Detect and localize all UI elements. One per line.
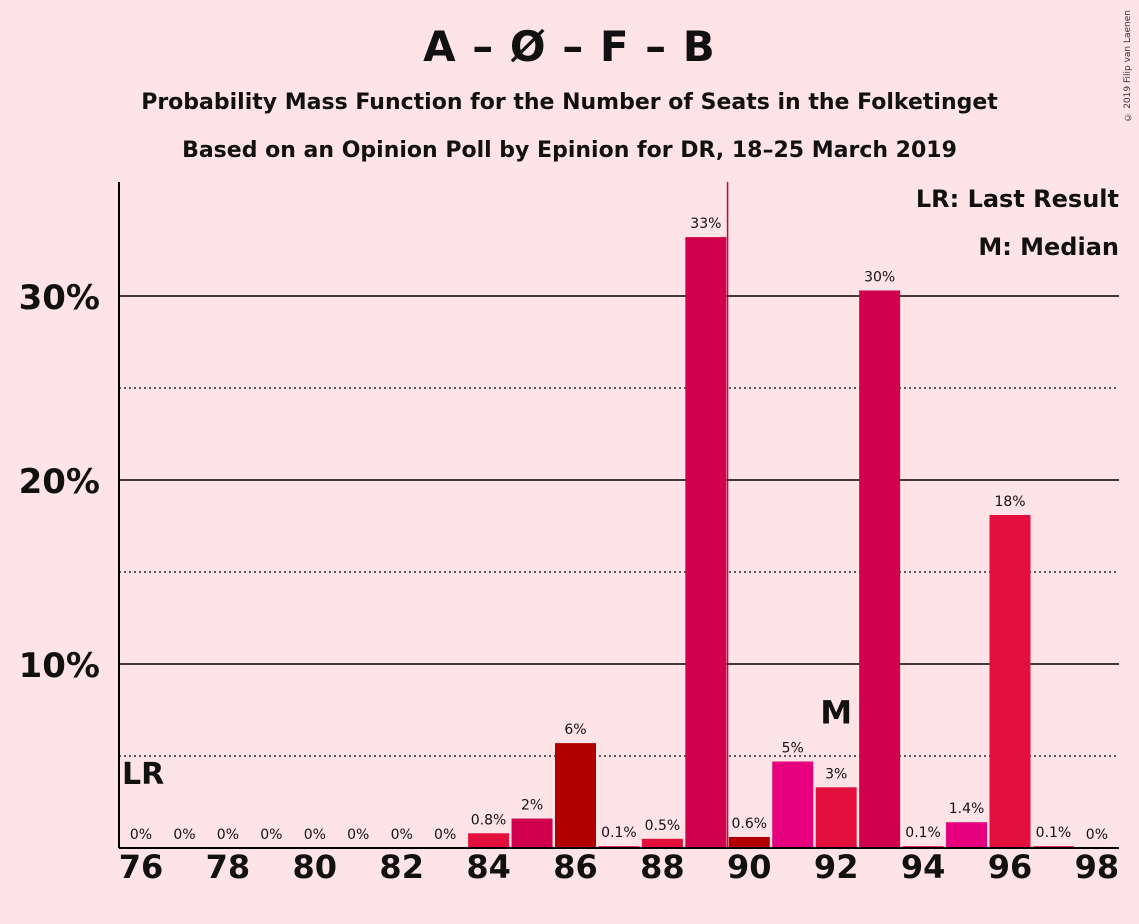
chart-subtitle-1: Probability Mass Function for the Number… (141, 90, 998, 115)
data-label: 2% (521, 798, 543, 814)
legend-last-result: LR: Last Result (915, 185, 1119, 213)
median-marker: M (820, 693, 852, 731)
legend-median: M: Median (978, 233, 1119, 261)
y-tick-label: 10% (19, 646, 100, 686)
data-label: 0% (173, 827, 195, 843)
bar-seat-89 (685, 237, 727, 848)
data-label: 0.8% (471, 812, 507, 828)
bar-seat-84 (468, 833, 510, 848)
bar-seat-96 (989, 514, 1031, 848)
bar-seat-90 (728, 836, 770, 848)
y-tick-label: 20% (19, 462, 100, 502)
data-label: 0.1% (905, 825, 941, 841)
x-tick-label: 82 (379, 848, 424, 886)
data-label: 0% (347, 827, 369, 843)
data-label: 33% (690, 216, 721, 232)
data-label: 3% (825, 766, 847, 782)
bar-seat-93 (859, 290, 901, 849)
x-tick-label: 84 (466, 848, 511, 886)
bar-seat-85 (511, 818, 553, 848)
data-label: 0% (260, 827, 282, 843)
last-result-marker: LR (122, 757, 164, 792)
x-tick-label: 86 (553, 848, 598, 886)
data-label: 0% (1086, 827, 1108, 843)
data-label: 0.1% (1036, 825, 1072, 841)
x-tick-label: 88 (640, 848, 685, 886)
data-label: 0% (130, 827, 152, 843)
bar-seat-91 (772, 761, 814, 848)
x-tick-label: 98 (1075, 848, 1120, 886)
y-tick-label: 30% (19, 278, 100, 318)
data-label: 0% (391, 827, 413, 843)
data-label: 0% (304, 827, 326, 843)
data-label: 1.4% (949, 801, 985, 817)
data-label: 5% (782, 741, 804, 757)
x-tick-label: 92 (814, 848, 859, 886)
data-label: 0.6% (732, 816, 768, 832)
data-label: 30% (864, 269, 895, 285)
x-tick-label: 90 (727, 848, 772, 886)
bar-seat-92 (815, 787, 857, 848)
bar-seat-86 (555, 743, 596, 848)
data-label: 0.5% (645, 818, 681, 834)
bar-seat-95 (946, 822, 988, 848)
x-tick-label: 80 (293, 848, 338, 886)
data-label: 0% (217, 827, 239, 843)
x-tick-label: 76 (119, 848, 164, 886)
x-tick-label: 96 (988, 848, 1033, 886)
data-label: 18% (994, 494, 1025, 510)
x-tick-label: 94 (901, 848, 946, 886)
data-label: 0.1% (601, 825, 637, 841)
chart-subtitle-2: Based on an Opinion Poll by Epinion for … (182, 138, 957, 163)
chart-title: A – Ø – F – B (423, 22, 716, 71)
data-label: 0% (434, 827, 456, 843)
bar-seat-88 (641, 838, 683, 848)
data-label: 6% (564, 722, 586, 738)
x-tick-label: 78 (206, 848, 251, 886)
